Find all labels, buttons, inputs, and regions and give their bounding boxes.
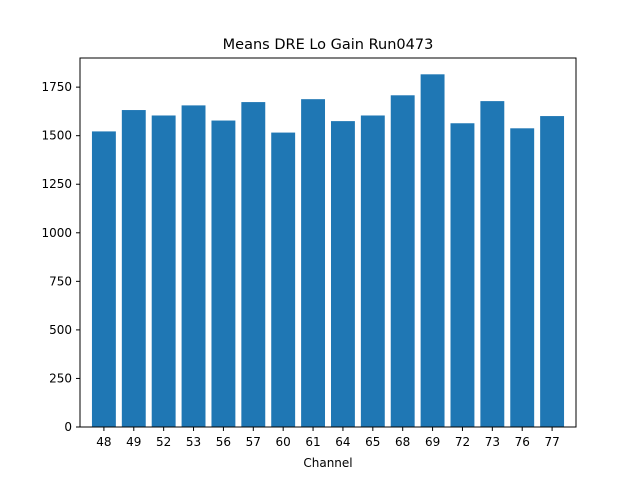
x-tick-label: 48	[96, 435, 111, 449]
bar-61	[301, 99, 326, 427]
x-tick-label: 65	[365, 435, 380, 449]
bar-57	[241, 102, 266, 428]
y-tick-label: 1000	[41, 226, 72, 240]
y-tick-label: 250	[49, 371, 72, 385]
x-tick-label: 76	[515, 435, 530, 449]
x-tick-label: 52	[156, 435, 171, 449]
y-tick-label: 1750	[41, 80, 72, 94]
x-tick-label: 77	[544, 435, 559, 449]
y-tick-label: 1250	[41, 177, 72, 191]
bar-68	[390, 95, 415, 427]
bar-76	[510, 128, 535, 428]
x-tick-label: 73	[485, 435, 500, 449]
bar-52	[151, 115, 176, 427]
y-tick-label: 750	[49, 274, 72, 288]
bar-69	[420, 74, 445, 427]
bar-48	[91, 131, 116, 428]
bar-77	[540, 116, 565, 428]
bar-56	[211, 120, 236, 427]
bar-73	[480, 101, 505, 427]
bar-65	[360, 115, 385, 427]
x-tick-label: 53	[186, 435, 201, 449]
x-tick-label: 64	[335, 435, 350, 449]
bar-53	[181, 105, 206, 428]
y-tick-label: 500	[49, 323, 72, 337]
x-tick-label: 72	[455, 435, 470, 449]
bar-64	[330, 121, 355, 428]
x-tick-label: 56	[216, 435, 231, 449]
y-tick-label: 0	[64, 420, 72, 434]
bar-49	[121, 110, 146, 427]
plot-frame	[79, 57, 577, 428]
bar-60	[271, 132, 296, 427]
y-tick-label: 1500	[41, 129, 72, 143]
x-axis: 48 49 52 53 56 57 60 61 64 65 68 69 72 73 76 77	[96, 427, 560, 449]
y-axis: 0 250 500 750 1000 1250 1500 1750	[41, 80, 80, 434]
x-tick-label: 57	[246, 435, 261, 449]
x-tick-label: 49	[126, 435, 141, 449]
bars-group	[91, 74, 565, 428]
x-axis-label: Channel	[303, 456, 352, 470]
x-tick-label: 60	[276, 435, 291, 449]
x-tick-label: 61	[305, 435, 320, 449]
chart-title: Means DRE Lo Gain Run0473	[223, 37, 434, 53]
x-tick-label: 69	[425, 435, 440, 449]
bar-72	[450, 123, 475, 428]
x-tick-label: 68	[395, 435, 410, 449]
